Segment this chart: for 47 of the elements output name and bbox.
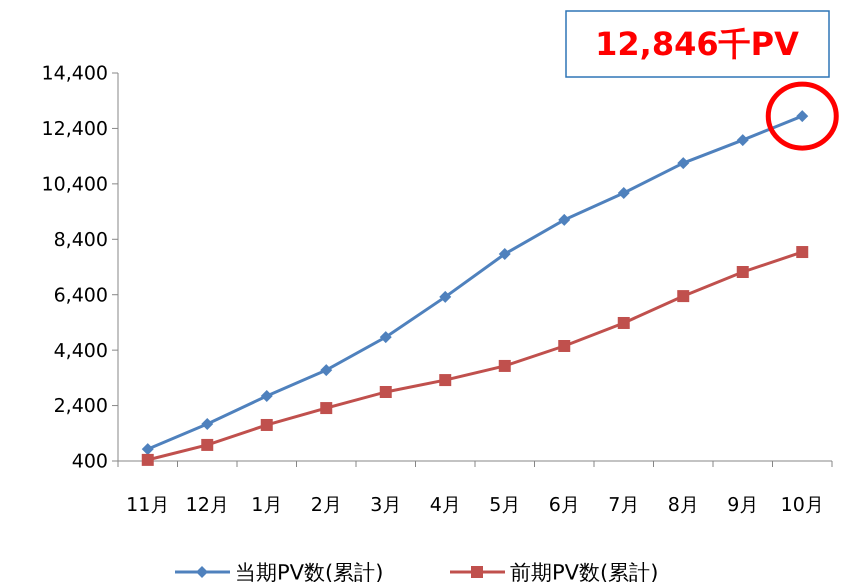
point [618,187,630,200]
x-tick-label: 2月 [310,494,342,516]
x-tick-label: 6月 [548,494,580,516]
x-tick-label: 9月 [727,494,758,516]
x-tick-label: 1月 [251,494,282,516]
point [201,438,214,451]
legend-label: 前期PV数(累計) [510,560,658,582]
point [618,316,630,329]
y-tick-label: 2,400 [54,395,108,418]
x-tick-label: 10月 [780,494,824,516]
point [320,402,332,414]
point [796,246,808,258]
point [260,418,273,431]
x-tick-label: 4月 [430,494,461,516]
point [677,290,690,302]
y-tick-label: 4,400 [54,340,108,362]
point [142,443,154,456]
y-tick-label: 14,400 [42,62,108,85]
point [201,418,214,430]
y-tick-label: 10,400 [42,174,108,196]
point [796,110,808,122]
x-tick-label: 7月 [608,494,640,516]
point [380,386,392,398]
point [736,134,749,146]
point [439,290,452,303]
point [260,390,273,402]
point [142,454,154,466]
point [498,360,511,372]
x-tick-label: 11月 [126,494,170,516]
point [677,157,690,170]
legend-label: 当期PV数(累計) [235,560,384,582]
point [380,331,392,344]
point [558,214,570,226]
x-tick-label: 12月 [186,494,229,516]
point [558,340,570,352]
y-tick-label: 8,400 [54,228,108,251]
y-tick-label: 12,400 [42,118,108,140]
y-tick-label: 400 [72,450,108,473]
point [439,374,452,386]
x-tick-label: 3月 [370,494,402,516]
point [736,266,749,278]
point [498,248,511,260]
point [320,364,332,376]
x-tick-label: 8月 [668,494,699,516]
x-tick-label: 5月 [489,494,520,516]
y-tick-label: 6,400 [54,284,108,306]
annotation: 12,846千PV [595,25,800,64]
